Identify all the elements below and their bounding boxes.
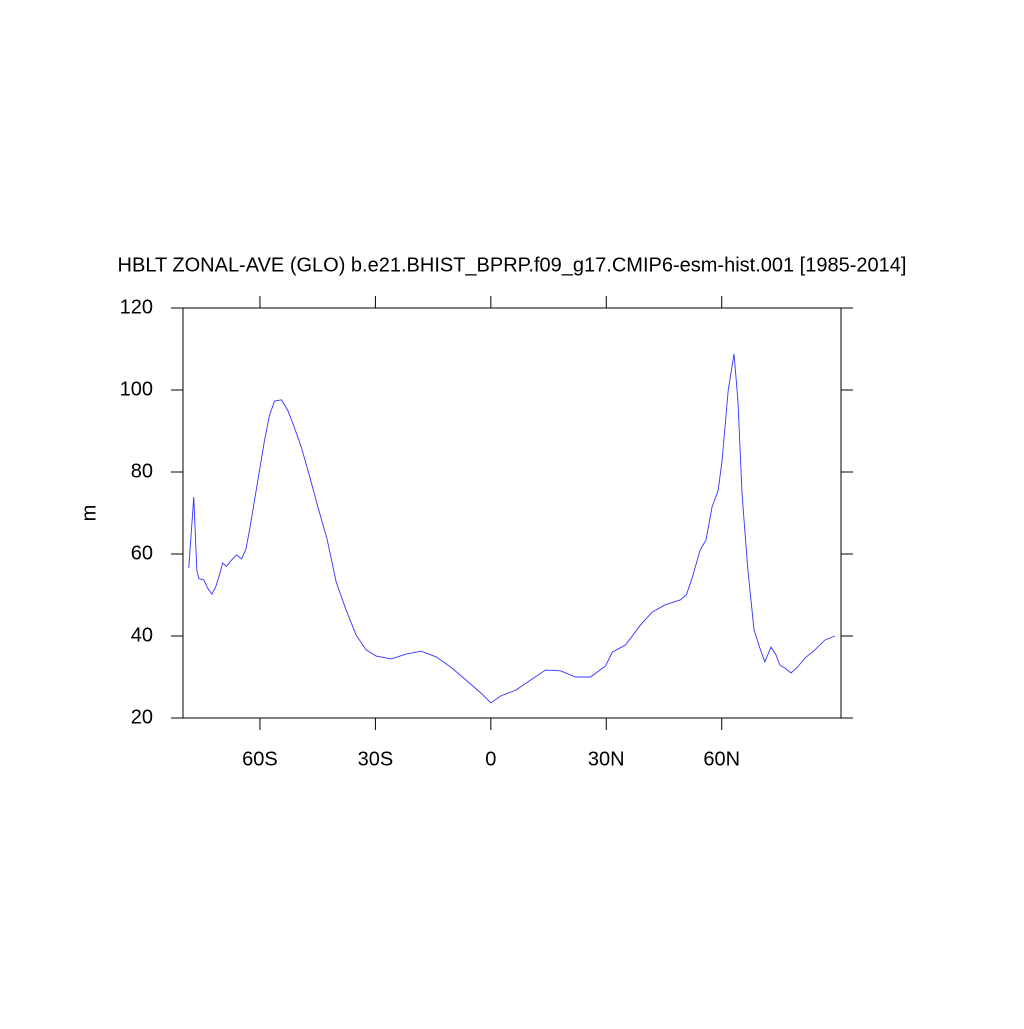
y-tick-label: 20 (131, 706, 153, 728)
x-tick-label: 30N (588, 748, 625, 770)
x-tick-label: 30S (358, 748, 394, 770)
x-tick-label: 60S (242, 748, 278, 770)
y-tick-label: 40 (131, 624, 153, 646)
data-line (188, 353, 836, 704)
x-tick-label: 0 (485, 748, 496, 770)
x-tick-label: 60N (703, 748, 740, 770)
y-tick-label: 80 (131, 460, 153, 482)
y-tick-label: 120 (120, 296, 153, 318)
y-axis-label: m (78, 505, 100, 522)
chart-title: HBLT ZONAL-AVE (GLO) b.e21.BHIST_BPRP.f0… (118, 254, 907, 276)
y-tick-label: 100 (120, 378, 153, 400)
y-tick-label: 60 (131, 542, 153, 564)
plot-frame (182, 307, 842, 719)
